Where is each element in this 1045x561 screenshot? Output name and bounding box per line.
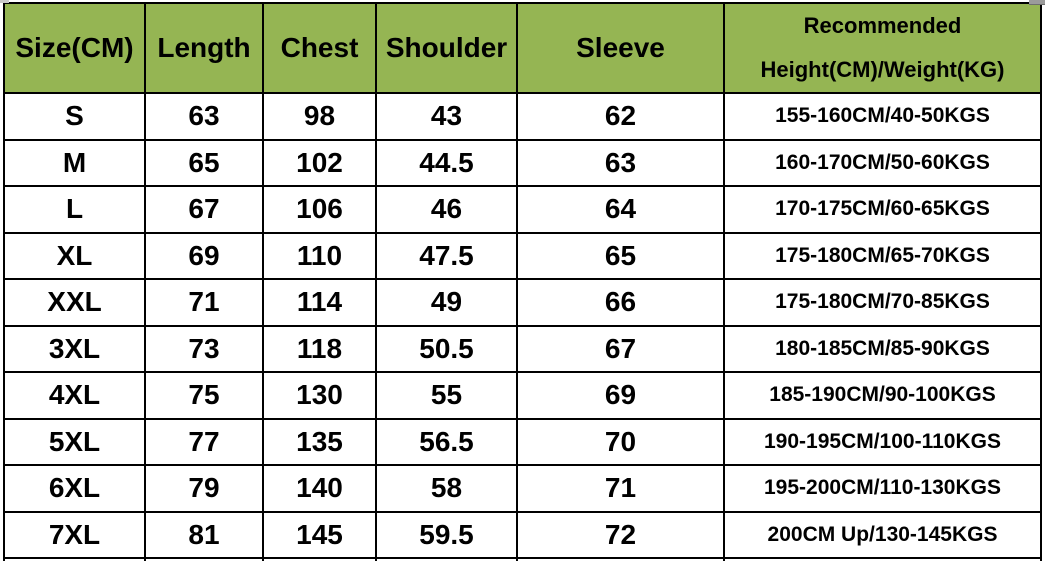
- cell-shoulder: 56.5: [375, 417, 518, 466]
- table-row-m: M 65 102 44.5 63 160-170CM/50-60KGS: [3, 138, 1042, 187]
- cell-recommended: 180-185CM/85-90KGS: [723, 324, 1042, 373]
- cell-chest: 140: [262, 464, 377, 513]
- cell-empty: [375, 557, 518, 561]
- cell-recommended: 200CM Up/130-145KGS: [723, 510, 1042, 559]
- cell-sleeve: 70: [516, 417, 725, 466]
- cell-shoulder: 43: [375, 92, 518, 141]
- cell-size: XL: [3, 231, 146, 280]
- cell-chest: 114: [262, 278, 377, 327]
- table-row-l: L 67 106 46 64 170-175CM/60-65KGS: [3, 185, 1042, 234]
- table-row-3xl: 3XL 73 118 50.5 67 180-185CM/85-90KGS: [3, 324, 1042, 373]
- header-recommended-stack: Recommended Height(CM)/Weight(KG): [726, 12, 1039, 82]
- cell-length: 79: [144, 464, 264, 513]
- cell-size: 7XL: [3, 510, 146, 559]
- cell-sleeve: 71: [516, 464, 725, 513]
- cell-shoulder: 49: [375, 278, 518, 327]
- cell-shoulder: 58: [375, 464, 518, 513]
- cell-empty: [3, 557, 146, 561]
- table-row-clipped: [3, 557, 1042, 561]
- cell-empty: [262, 557, 377, 561]
- cell-size: M: [3, 138, 146, 187]
- cell-sleeve: 62: [516, 92, 725, 141]
- cell-empty: [144, 557, 264, 561]
- cell-length: 69: [144, 231, 264, 280]
- cell-recommended: 190-195CM/100-110KGS: [723, 417, 1042, 466]
- cell-chest: 145: [262, 510, 377, 559]
- cell-sleeve: 63: [516, 138, 725, 187]
- table-row-6xl: 6XL 79 140 58 71 195-200CM/110-130KGS: [3, 464, 1042, 513]
- cell-shoulder: 46: [375, 185, 518, 234]
- cell-shoulder: 47.5: [375, 231, 518, 280]
- cell-length: 81: [144, 510, 264, 559]
- table-row-xl: XL 69 110 47.5 65 175-180CM/65-70KGS: [3, 231, 1042, 280]
- cell-shoulder: 50.5: [375, 324, 518, 373]
- cell-recommended: 155-160CM/40-50KGS: [723, 92, 1042, 141]
- cell-sleeve: 64: [516, 185, 725, 234]
- cell-shoulder: 55: [375, 371, 518, 420]
- cell-chest: 102: [262, 138, 377, 187]
- cell-recommended: 185-190CM/90-100KGS: [723, 371, 1042, 420]
- cell-size: L: [3, 185, 146, 234]
- cell-recommended: 195-200CM/110-130KGS: [723, 464, 1042, 513]
- header-sleeve: Sleeve: [516, 2, 725, 94]
- size-chart-table: Size(CM) Length Chest Shoulder Sleeve Re…: [3, 2, 1042, 561]
- cell-shoulder: 59.5: [375, 510, 518, 559]
- table-row-7xl: 7XL 81 145 59.5 72 200CM Up/130-145KGS: [3, 510, 1042, 559]
- cell-size: 3XL: [3, 324, 146, 373]
- cell-length: 73: [144, 324, 264, 373]
- cell-sleeve: 69: [516, 371, 725, 420]
- header-chest: Chest: [262, 2, 377, 94]
- cell-recommended: 160-170CM/50-60KGS: [723, 138, 1042, 187]
- cell-shoulder: 44.5: [375, 138, 518, 187]
- cell-sleeve: 72: [516, 510, 725, 559]
- header-recommended-line2: Height(CM)/Weight(KG): [760, 57, 1005, 82]
- cell-length: 65: [144, 138, 264, 187]
- header-recommended: Recommended Height(CM)/Weight(KG): [723, 2, 1042, 94]
- cell-length: 71: [144, 278, 264, 327]
- cell-length: 67: [144, 185, 264, 234]
- screen-artifact-top-left: [0, 0, 9, 3]
- cell-empty: [516, 557, 725, 561]
- header-row: Size(CM) Length Chest Shoulder Sleeve Re…: [3, 2, 1042, 94]
- cell-chest: 135: [262, 417, 377, 466]
- header-recommended-line1: Recommended: [803, 12, 962, 38]
- header-shoulder: Shoulder: [375, 2, 518, 94]
- cell-recommended: 175-180CM/65-70KGS: [723, 231, 1042, 280]
- cell-chest: 130: [262, 371, 377, 420]
- cell-recommended: 170-175CM/60-65KGS: [723, 185, 1042, 234]
- cell-recommended: 175-180CM/70-85KGS: [723, 278, 1042, 327]
- cell-chest: 110: [262, 231, 377, 280]
- cell-chest: 106: [262, 185, 377, 234]
- table-row-xxl: XXL 71 114 49 66 175-180CM/70-85KGS: [3, 278, 1042, 327]
- header-size: Size(CM): [3, 2, 146, 94]
- table-row-4xl: 4XL 75 130 55 69 185-190CM/90-100KGS: [3, 371, 1042, 420]
- cell-chest: 98: [262, 92, 377, 141]
- cell-size: S: [3, 92, 146, 141]
- cell-size: 5XL: [3, 417, 146, 466]
- cell-sleeve: 67: [516, 324, 725, 373]
- table-row-s: S 63 98 43 62 155-160CM/40-50KGS: [3, 92, 1042, 141]
- cell-empty: [723, 557, 1042, 561]
- cell-size: XXL: [3, 278, 146, 327]
- cell-size: 6XL: [3, 464, 146, 513]
- cell-sleeve: 65: [516, 231, 725, 280]
- cell-length: 75: [144, 371, 264, 420]
- screen-artifact-top-right: [1029, 0, 1045, 5]
- cell-sleeve: 66: [516, 278, 725, 327]
- table-row-5xl: 5XL 77 135 56.5 70 190-195CM/100-110KGS: [3, 417, 1042, 466]
- header-length: Length: [144, 2, 264, 94]
- cell-length: 77: [144, 417, 264, 466]
- cell-size: 4XL: [3, 371, 146, 420]
- cell-chest: 118: [262, 324, 377, 373]
- cell-length: 63: [144, 92, 264, 141]
